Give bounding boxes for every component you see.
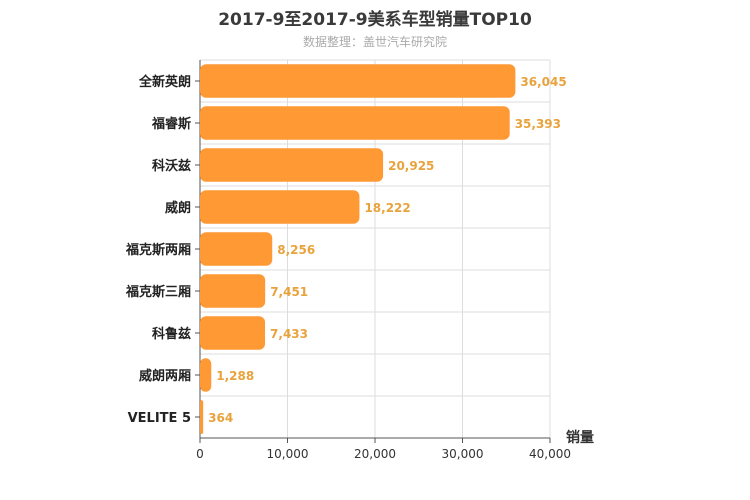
value-label: 35,393 bbox=[515, 117, 561, 131]
category-label: 威朗两厢 bbox=[139, 368, 191, 384]
chart-title: 2017-9至2017-9美系车型销量TOP10 bbox=[218, 10, 532, 30]
category-label: 威朗 bbox=[165, 200, 191, 216]
value-label: 364 bbox=[208, 411, 233, 425]
bar bbox=[200, 274, 266, 308]
x-tick-label: 40,000 bbox=[529, 447, 571, 461]
value-label: 36,045 bbox=[520, 75, 566, 89]
category-label: VELITE 5 bbox=[128, 411, 191, 426]
value-label: 1,288 bbox=[216, 369, 254, 383]
bar bbox=[200, 400, 204, 434]
category-label: 福克斯三厢 bbox=[125, 284, 191, 300]
bar bbox=[200, 316, 266, 350]
x-axis-label: 销量 bbox=[566, 429, 594, 446]
value-label: 20,925 bbox=[388, 159, 434, 173]
value-label: 8,256 bbox=[277, 243, 315, 257]
bar bbox=[200, 190, 360, 224]
value-label: 7,433 bbox=[270, 327, 308, 341]
bar bbox=[200, 148, 384, 182]
bar bbox=[200, 64, 516, 98]
category-label: 全新英朗 bbox=[138, 74, 191, 90]
category-label: 科沃兹 bbox=[152, 158, 191, 174]
category-label: 科鲁兹 bbox=[152, 326, 191, 342]
category-label: 福睿斯 bbox=[151, 116, 191, 132]
x-tick-label: 0 bbox=[196, 447, 204, 461]
chart-subtitle: 数据整理：盖世汽车研究院 bbox=[302, 35, 447, 49]
value-label: 18,222 bbox=[364, 201, 410, 215]
x-tick-label: 10,000 bbox=[267, 447, 309, 461]
bar bbox=[200, 106, 510, 140]
bar bbox=[200, 232, 273, 266]
value-label: 7,451 bbox=[270, 285, 308, 299]
x-tick-label: 30,000 bbox=[442, 447, 484, 461]
category-label: 福克斯两厢 bbox=[125, 242, 191, 258]
bar bbox=[200, 358, 212, 392]
x-tick-label: 20,000 bbox=[354, 447, 396, 461]
